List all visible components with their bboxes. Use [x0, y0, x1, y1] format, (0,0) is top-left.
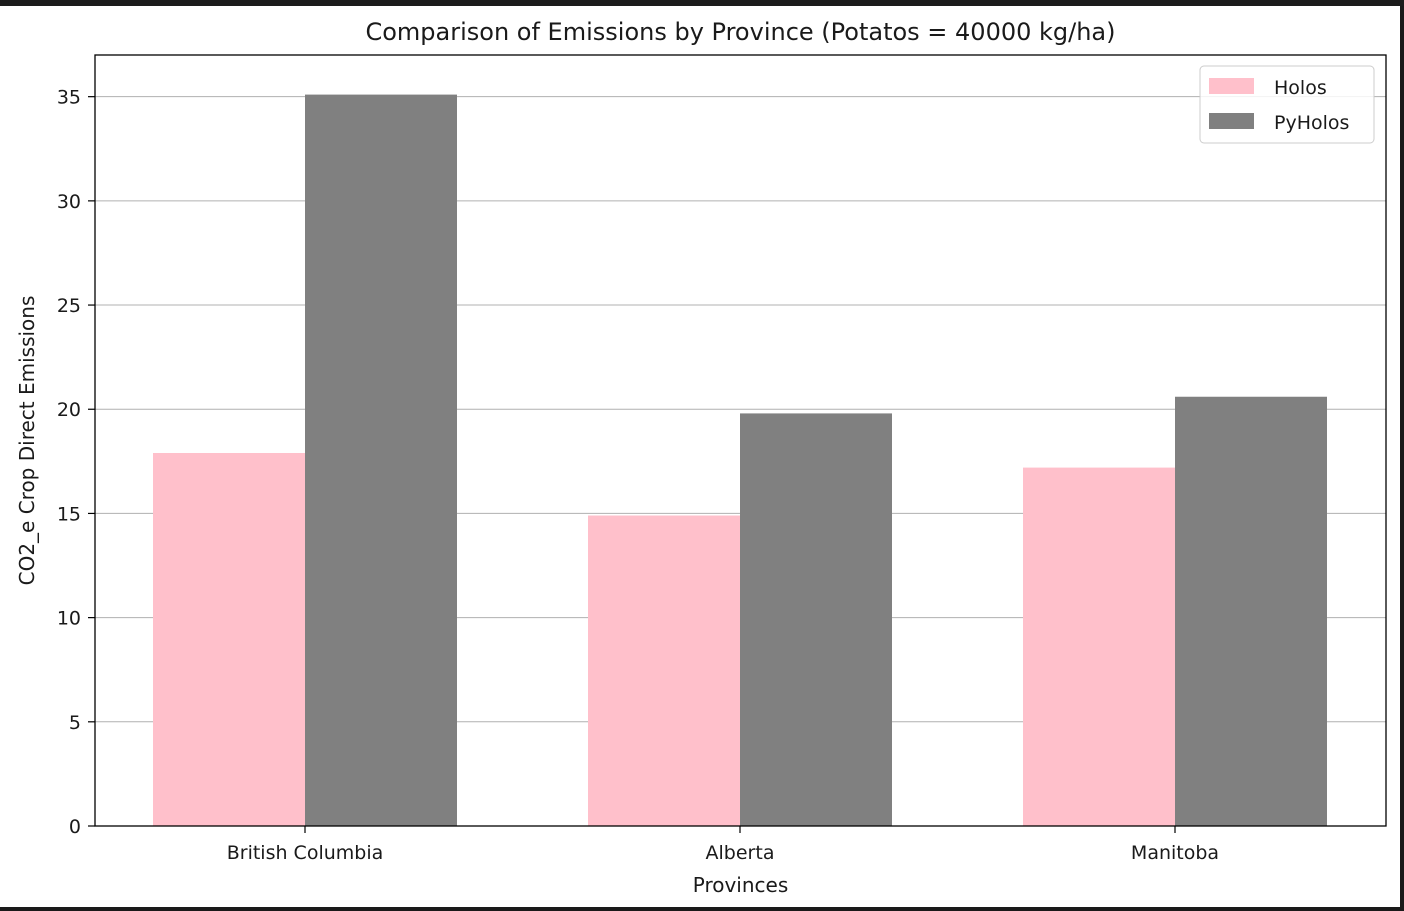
- x-tick-label: Manitoba: [1131, 842, 1219, 864]
- chart-canvas: 0 5 10 15 20 25 30 35 British Columbia Alberta Ma…: [0, 6, 1400, 907]
- y-tick-label: 25: [57, 295, 81, 317]
- y-tick-label: 35: [57, 87, 81, 109]
- y-tick-label: 5: [69, 712, 81, 734]
- y-tick-label: 30: [57, 191, 81, 213]
- bar-holos-british-columbia: [153, 453, 305, 826]
- bar-pyholos-british-columbia: [305, 94, 457, 826]
- x-ticks: British Columbia Alberta Manitoba: [227, 826, 1219, 864]
- bar-holos-alberta: [588, 515, 740, 826]
- bars: [153, 94, 1327, 826]
- bar-pyholos-alberta: [740, 413, 892, 826]
- y-tick-label: 10: [57, 608, 81, 630]
- chart-title: Comparison of Emissions by Province (Pot…: [365, 18, 1115, 46]
- y-tick-label: 20: [57, 399, 81, 421]
- legend-swatch-holos: [1209, 78, 1254, 94]
- y-axis-label: CO2_e Crop Direct Emissions: [15, 296, 39, 586]
- x-tick-label: Alberta: [706, 842, 775, 864]
- y-tick-label: 15: [57, 503, 81, 525]
- bar-pyholos-manitoba: [1175, 396, 1327, 826]
- y-tick-label: 0: [69, 816, 81, 838]
- legend: Holos PyHolos: [1199, 65, 1375, 144]
- legend-swatch-pyholos: [1209, 113, 1254, 129]
- y-ticks: 0 5 10 15 20 25 30 35: [57, 87, 95, 838]
- legend-label-holos: Holos: [1274, 77, 1327, 99]
- bar-chart: 0 5 10 15 20 25 30 35 British Columbia Alberta Ma…: [15, 18, 1387, 897]
- x-axis-label: Provinces: [693, 873, 789, 897]
- x-tick-label: British Columbia: [227, 842, 384, 864]
- legend-label-pyholos: PyHolos: [1274, 112, 1349, 134]
- bar-holos-manitoba: [1023, 467, 1175, 826]
- window-frame: [0, 0, 1404, 6]
